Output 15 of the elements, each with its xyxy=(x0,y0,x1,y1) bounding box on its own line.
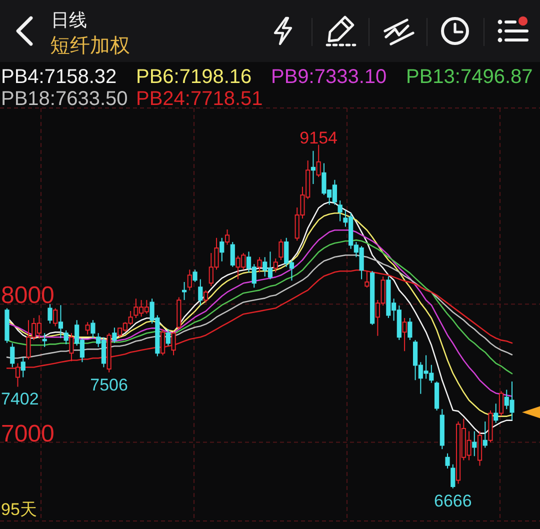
annotation: 95天 xyxy=(1,500,37,519)
annotation: 7402 xyxy=(1,390,39,409)
legend-label: PB24:7718.51 xyxy=(136,88,263,110)
annotation: 9154 xyxy=(300,128,338,148)
legend-label: PB18:7633.50 xyxy=(1,88,128,110)
legend-label: PB6:7198.16 xyxy=(136,66,252,88)
chart-subtitle: 短纤加权 xyxy=(50,35,130,57)
chart-title: 日线 xyxy=(51,10,87,30)
annotation: 7506 xyxy=(90,375,128,394)
y-tick-label: 7000 xyxy=(1,420,54,448)
legend-label: PB13:7496.87 xyxy=(406,66,533,88)
legend-label: PB4:7158.32 xyxy=(1,66,117,88)
annotation: 6666 xyxy=(434,491,472,510)
y-tick-label: 8000 xyxy=(1,282,54,310)
legend-label: PB9:7333.10 xyxy=(271,66,387,88)
